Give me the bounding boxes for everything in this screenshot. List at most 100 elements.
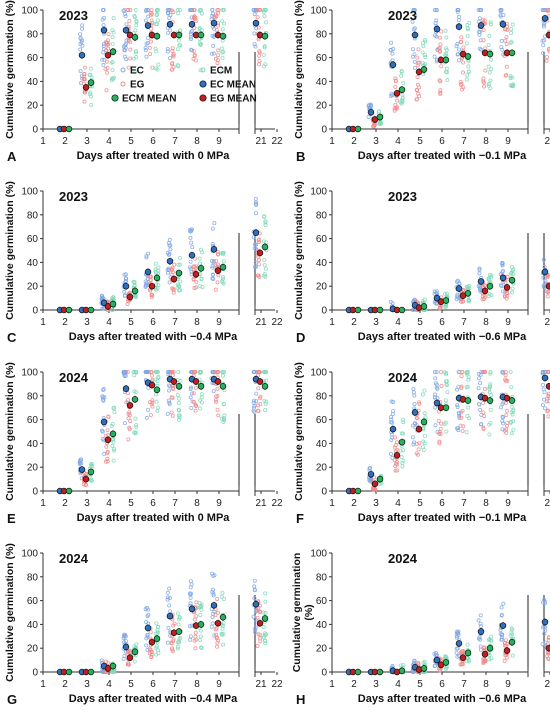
eg-replicate-point: [393, 435, 398, 440]
eg-replicate-point: [258, 7, 263, 12]
ec-replicate-point: [122, 421, 127, 426]
x-tick-label: 2: [351, 679, 357, 690]
eg-replicate-point: [216, 7, 221, 12]
ec-replicate-point: [456, 14, 461, 19]
eg-replicate-point: [126, 437, 131, 442]
ecm-replicate-point: [488, 371, 493, 376]
ecm-replicate-point: [112, 75, 117, 80]
ecm-replicate-point: [263, 401, 268, 406]
ecm-replicate-point: [90, 462, 95, 467]
ec-replicate-point: [542, 397, 547, 402]
eg-replicate-point: [503, 38, 508, 43]
y-tick-label: 40: [316, 77, 328, 88]
ecm-replicate-point: [464, 659, 469, 664]
ec-replicate-point: [166, 398, 171, 403]
ec-replicate-point: [367, 466, 372, 471]
ecm-replicate-point: [465, 642, 470, 647]
ec-replicate-point: [188, 592, 193, 597]
ec-replicate-point: [455, 9, 460, 14]
ec-replicate-point: [252, 12, 257, 17]
ecm-replicate-point: [443, 53, 448, 58]
ecm-replicate-point: [176, 283, 181, 288]
eg-replicate-point: [106, 414, 111, 419]
ecm-replicate-point: [422, 411, 427, 416]
ec-replicate-point: [412, 658, 417, 663]
ecm-replicate-point: [219, 594, 224, 599]
ec-mean-point: [541, 268, 549, 276]
ec-replicate-point: [501, 421, 506, 426]
eg-replicate-point: [393, 76, 398, 81]
ecm-replicate-point: [509, 630, 514, 635]
eg-replicate-point: [150, 398, 155, 403]
eg-mean-point: [393, 452, 401, 459]
eg-replicate-point: [127, 410, 132, 415]
ecm-mean-point: [87, 468, 95, 476]
y-axis-label: Cumulative germination (%): [293, 362, 305, 501]
chart-panel-e: 0 20 40 60 80 100 1 2 3 4 5 6 7 8 9 21 22 Cumulative germ…: [4, 362, 283, 526]
ec-replicate-point: [434, 369, 439, 374]
ec-replicate-point: [541, 387, 546, 392]
ecm-replicate-point: [175, 644, 180, 649]
ecm-replicate-point: [262, 369, 267, 374]
eg-mean-point: [104, 51, 112, 59]
legend-label: EG MEAN: [210, 94, 257, 105]
ec-replicate-point: [410, 47, 415, 52]
ecm-replicate-point: [200, 250, 205, 255]
ec-replicate-point: [100, 293, 105, 298]
ecm-replicate-point: [131, 369, 136, 374]
ecm-replicate-point: [423, 415, 428, 420]
y-tick-label: 100: [310, 549, 327, 560]
eg-replicate-point: [481, 38, 486, 43]
legend-marker: [200, 67, 206, 73]
ec-replicate-point: [253, 609, 258, 614]
ecm-replicate-point: [132, 644, 137, 649]
eg-replicate-point: [171, 370, 176, 375]
ecm-replicate-point: [176, 640, 181, 645]
ec-mean-point: [252, 600, 260, 608]
ec-mean-point: [100, 299, 108, 307]
ecm-mean-point: [219, 32, 227, 40]
ecm-replicate-point: [466, 405, 471, 410]
eg-replicate-point: [503, 400, 508, 405]
ec-replicate-point: [165, 251, 170, 256]
panel-letter: D: [296, 330, 305, 345]
ec-replicate-point: [210, 615, 215, 620]
ecm-replicate-point: [508, 76, 513, 81]
ec-replicate-point: [166, 30, 171, 35]
ec-replicate-point: [123, 272, 128, 277]
eg-replicate-point: [544, 58, 549, 63]
eg-replicate-point: [148, 630, 153, 635]
ecm-replicate-point: [487, 33, 492, 38]
eg-replicate-point: [256, 237, 261, 242]
eg-replicate-point: [545, 409, 550, 414]
ec-replicate-point: [167, 388, 172, 393]
ec-replicate-point: [143, 283, 148, 288]
ec-replicate-point: [499, 39, 504, 44]
ecm-replicate-point: [197, 406, 202, 411]
eg-replicate-point: [170, 46, 175, 51]
ecm-replicate-point: [263, 641, 268, 646]
ec-replicate-point: [252, 584, 257, 589]
ec-replicate-point: [188, 579, 193, 584]
ec-replicate-point: [78, 68, 83, 73]
eg-replicate-point: [104, 444, 109, 449]
ecm-replicate-point: [132, 280, 137, 285]
eg-replicate-point: [460, 87, 465, 92]
eg-replicate-point: [150, 20, 155, 25]
ecm-mean-point: [131, 648, 139, 656]
ecm-replicate-point: [466, 27, 471, 32]
ecm-replicate-point: [156, 405, 161, 410]
x-tick-label: 3: [84, 679, 90, 690]
ecm-replicate-point: [487, 386, 492, 391]
ec-replicate-point: [122, 634, 127, 639]
eg-replicate-point: [458, 423, 463, 428]
ec-replicate-point: [456, 7, 461, 12]
eg-mean-point: [256, 378, 264, 385]
ecm-replicate-point: [444, 47, 449, 52]
eg-replicate-point: [545, 369, 550, 374]
x-tick-label: 8: [194, 498, 200, 509]
ecm-replicate-point: [109, 60, 114, 65]
ecm-replicate-point: [488, 86, 493, 91]
ec-replicate-point: [500, 289, 505, 294]
eg-replicate-point: [149, 18, 154, 23]
